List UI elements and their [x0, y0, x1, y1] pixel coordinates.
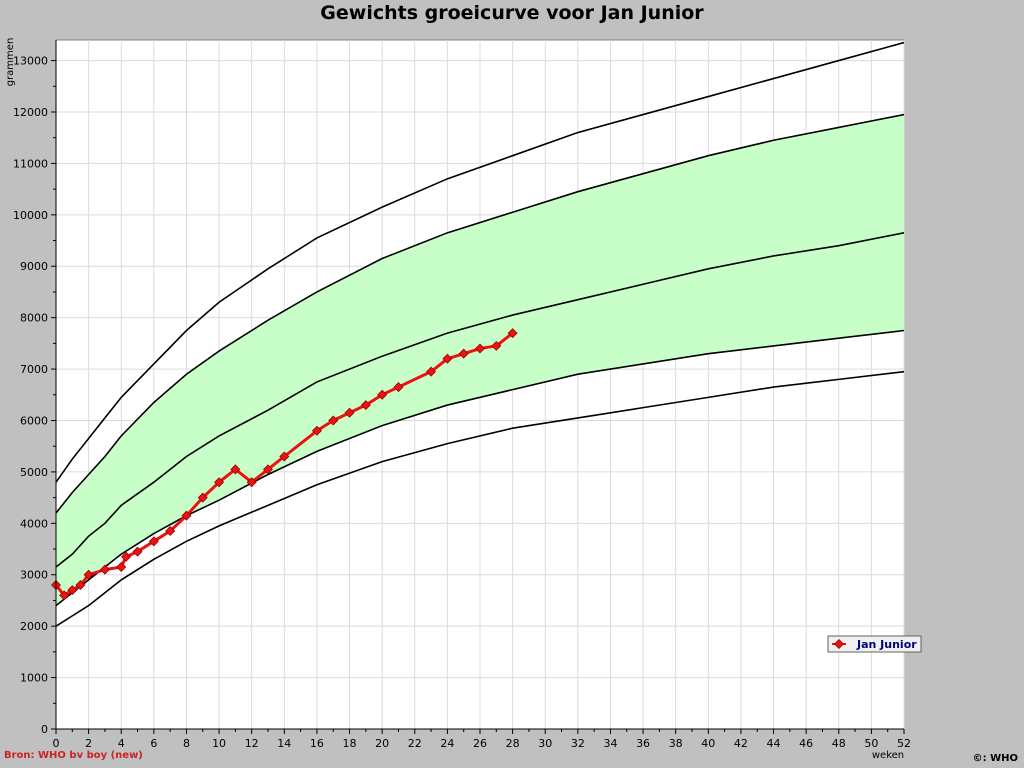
data-point[interactable] — [442, 353, 453, 364]
data-point[interactable] — [279, 451, 290, 462]
x-tick-label: 8 — [183, 737, 190, 750]
x-tick-label: 24 — [440, 737, 454, 750]
legend-box — [827, 635, 922, 653]
data-point[interactable] — [458, 348, 469, 359]
y-tick-label: 5000 — [20, 466, 48, 479]
source-note: Bron: WHO bv boy (new) — [4, 750, 143, 761]
data-point[interactable] — [121, 551, 132, 562]
data-point[interactable] — [148, 536, 159, 547]
reference-curve-1 — [55, 370, 905, 627]
data-point[interactable] — [75, 580, 86, 591]
x-tick-label: 12 — [245, 737, 259, 750]
x-tick-label: 28 — [506, 737, 520, 750]
x-tick-label: 20 — [375, 737, 389, 750]
x-tick-label: 14 — [277, 737, 291, 750]
x-tick-label: 32 — [571, 737, 585, 750]
data-point[interactable] — [491, 340, 502, 351]
data-point[interactable] — [344, 407, 355, 418]
x-tick-label: 42 — [734, 737, 748, 750]
credit-note: ©: WHO — [973, 753, 1018, 764]
x-tick-label: 30 — [538, 737, 552, 750]
x-tick-label: 0 — [53, 737, 60, 750]
data-point[interactable] — [214, 477, 225, 488]
data-point[interactable] — [246, 477, 257, 488]
x-tick-label: 36 — [636, 737, 650, 750]
y-tick-label: 8000 — [20, 312, 48, 325]
y-tick-label: 6000 — [20, 414, 48, 427]
y-tick-label: 7000 — [20, 363, 48, 376]
reference-curve-4 — [55, 113, 905, 514]
x-tick-label: 46 — [799, 737, 813, 750]
axes — [51, 40, 905, 734]
x-tick-label: 38 — [669, 737, 683, 750]
x-tick-label: 44 — [767, 737, 781, 750]
data-point[interactable] — [83, 569, 94, 580]
x-tick-label: 6 — [150, 737, 157, 750]
x-tick-label: 2 — [85, 737, 92, 750]
data-point[interactable] — [230, 464, 241, 475]
y-tick-label: 4000 — [20, 517, 48, 530]
reference-curve-3 — [55, 232, 905, 568]
data-series — [51, 328, 518, 601]
y-axis-label: grammen — [5, 38, 16, 87]
x-tick-label: 40 — [701, 737, 715, 750]
y-tick-label: 1000 — [20, 672, 48, 685]
legend[interactable]: Jan Junior — [827, 635, 922, 653]
chart-title: Gewichts groeicurve voor Jan Junior — [320, 2, 704, 24]
x-tick-labels: 0 2 4 6 8 10 12 14 16 18 20 22 24 26 28 30 32 34 36 38 40 42 4… — [53, 737, 912, 750]
x-axis-label: weken — [872, 750, 904, 761]
x-tick-label: 50 — [864, 737, 878, 750]
data-point[interactable] — [99, 564, 110, 575]
reference-curve-5 — [55, 41, 905, 483]
data-point[interactable] — [59, 590, 70, 601]
reference-curves — [55, 41, 905, 627]
data-point[interactable] — [132, 546, 143, 557]
legend-swatch-marker — [834, 639, 844, 649]
x-tick-label: 34 — [603, 737, 617, 750]
data-point[interactable] — [393, 382, 404, 393]
x-tick-label: 4 — [118, 737, 125, 750]
data-point[interactable] — [67, 585, 78, 596]
x-tick-label: 52 — [897, 737, 911, 750]
x-tick-label: 48 — [832, 737, 846, 750]
data-point[interactable] — [360, 400, 371, 411]
x-tick-label: 26 — [473, 737, 487, 750]
x-tick-label: 22 — [408, 737, 422, 750]
y-tick-label: 13000 — [13, 55, 48, 68]
data-point[interactable] — [197, 492, 208, 503]
legend-label: Jan Junior — [856, 638, 917, 651]
x-tick-label: 16 — [310, 737, 324, 750]
y-tick-label: 10000 — [13, 209, 48, 222]
y-tick-label: 9000 — [20, 260, 48, 273]
x-tick-label: 10 — [212, 737, 226, 750]
y-tick-label: 11000 — [13, 157, 48, 170]
y-tick-labels: 0 1000 2000 3000 4000 5000 6000 7000 8000 9000 100… — [13, 55, 48, 736]
data-point[interactable] — [475, 343, 485, 354]
y-tick-label: 3000 — [20, 569, 48, 582]
y-tick-label: 0 — [41, 723, 48, 736]
data-point[interactable] — [165, 526, 176, 537]
data-point[interactable] — [328, 415, 339, 426]
data-point[interactable] — [426, 366, 437, 377]
y-tick-label: 2000 — [20, 620, 48, 633]
data-point[interactable] — [263, 464, 273, 475]
data-point[interactable] — [181, 510, 192, 521]
data-point[interactable] — [377, 389, 388, 400]
shaded-band — [56, 114, 904, 606]
data-point[interactable] — [507, 328, 518, 339]
x-tick-label: 18 — [343, 737, 357, 750]
data-point[interactable] — [116, 562, 127, 573]
y-tick-label: 12000 — [13, 106, 48, 119]
data-point[interactable] — [311, 425, 322, 436]
